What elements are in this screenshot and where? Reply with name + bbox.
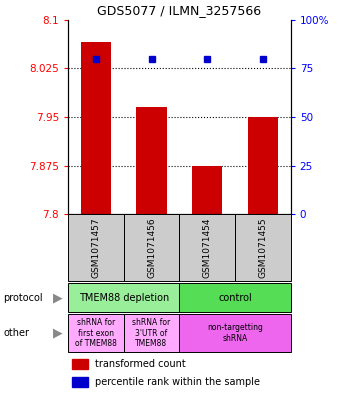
FancyBboxPatch shape: [124, 314, 180, 352]
Text: GSM1071456: GSM1071456: [147, 217, 156, 278]
FancyBboxPatch shape: [235, 214, 291, 281]
Text: percentile rank within the sample: percentile rank within the sample: [95, 377, 260, 387]
Bar: [248, 117, 278, 214]
Text: TMEM88 depletion: TMEM88 depletion: [79, 293, 169, 303]
FancyBboxPatch shape: [180, 214, 235, 281]
Text: transformed count: transformed count: [95, 359, 186, 369]
FancyBboxPatch shape: [68, 214, 124, 281]
FancyBboxPatch shape: [68, 314, 124, 352]
Text: shRNA for
first exon
of TMEM88: shRNA for first exon of TMEM88: [75, 318, 117, 348]
Text: shRNA for
3'UTR of
TMEM88: shRNA for 3'UTR of TMEM88: [132, 318, 171, 348]
Text: control: control: [218, 293, 252, 303]
FancyBboxPatch shape: [180, 314, 291, 352]
Text: GSM1071455: GSM1071455: [258, 217, 267, 278]
Title: GDS5077 / ILMN_3257566: GDS5077 / ILMN_3257566: [97, 4, 261, 17]
FancyBboxPatch shape: [68, 283, 180, 312]
Text: ▶: ▶: [53, 291, 62, 304]
Bar: [136, 107, 167, 214]
Text: non-targetting
shRNA: non-targetting shRNA: [207, 323, 263, 343]
Text: other: other: [3, 328, 29, 338]
Text: ▶: ▶: [53, 327, 62, 340]
Bar: [72, 377, 88, 387]
Bar: [72, 359, 88, 369]
Text: protocol: protocol: [3, 292, 43, 303]
Text: GSM1071454: GSM1071454: [203, 217, 212, 278]
FancyBboxPatch shape: [124, 214, 180, 281]
FancyBboxPatch shape: [180, 283, 291, 312]
Bar: [81, 42, 111, 214]
Text: GSM1071457: GSM1071457: [91, 217, 100, 278]
Bar: [192, 165, 222, 214]
